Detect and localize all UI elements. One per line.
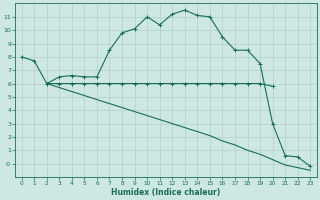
X-axis label: Humidex (Indice chaleur): Humidex (Indice chaleur) (111, 188, 220, 197)
